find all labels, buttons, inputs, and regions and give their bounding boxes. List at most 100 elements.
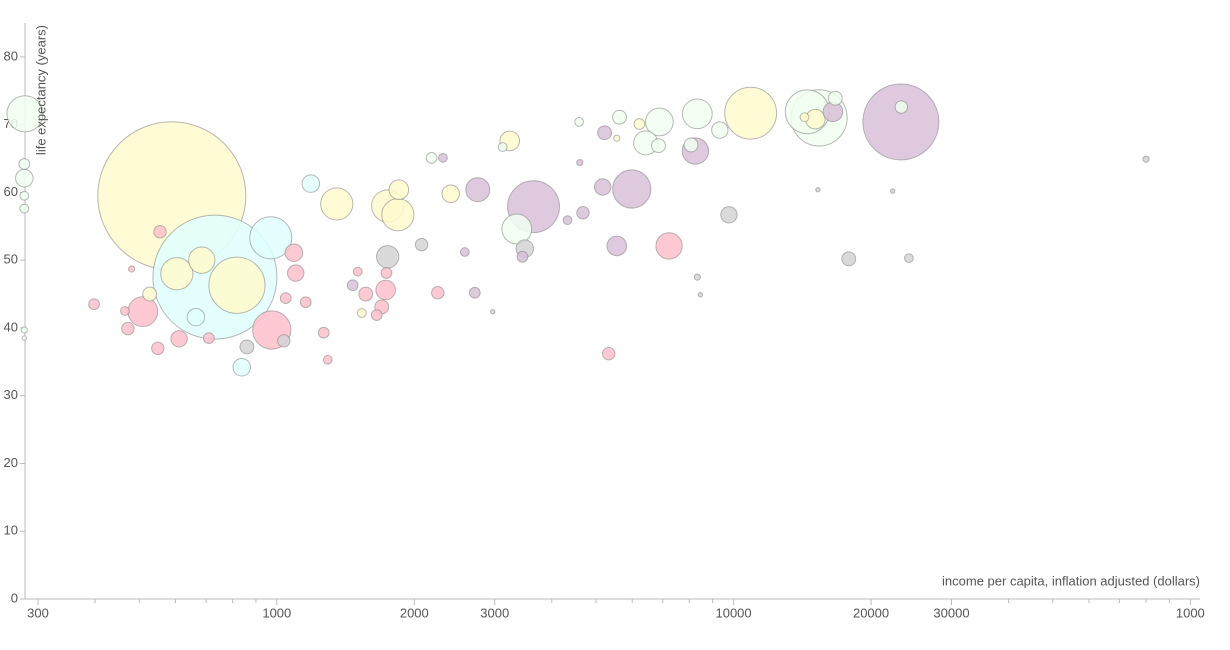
bubble <box>239 339 255 355</box>
bubble <box>414 237 429 252</box>
bubble <box>681 98 713 130</box>
bubble <box>249 216 293 260</box>
x-tick-label: 30000 <box>933 605 969 620</box>
bubble <box>358 286 374 302</box>
bubble <box>279 292 292 304</box>
bubble <box>862 83 940 161</box>
bubble <box>633 118 646 130</box>
bubble <box>128 265 136 273</box>
bubble <box>497 142 508 152</box>
bubble <box>576 158 584 167</box>
y-tick-label: 0 <box>11 590 18 605</box>
bubble <box>894 100 909 114</box>
x-tick-label: 1000 <box>262 605 291 620</box>
bubble <box>425 151 438 164</box>
x-tick-label: 1000 <box>1176 605 1205 620</box>
bubble <box>6 95 44 133</box>
y-tick-label: 10 <box>4 523 18 538</box>
bubbles <box>6 83 1150 377</box>
bubble <box>19 190 30 201</box>
bubble <box>889 188 896 194</box>
bubble <box>431 286 445 300</box>
bubble <box>19 203 30 214</box>
bubble <box>683 137 699 153</box>
bubble <box>441 184 460 204</box>
bubble <box>208 256 266 314</box>
bubble <box>645 107 674 137</box>
bubble <box>151 341 165 355</box>
bubble <box>15 168 34 188</box>
y-tick-label: 80 <box>4 48 18 63</box>
bubble <box>827 90 843 106</box>
bubble <box>120 306 130 316</box>
bubble <box>346 279 359 292</box>
x-tick-label: 2000 <box>400 605 429 620</box>
bubble <box>602 346 616 361</box>
bubble <box>903 253 914 264</box>
y-tick-label: 30 <box>4 387 18 402</box>
y-tick-label: 50 <box>4 252 18 267</box>
bubble <box>516 250 529 263</box>
bubble <box>612 169 652 209</box>
bubble <box>20 326 28 334</box>
bubble <box>301 174 321 193</box>
bubble <box>188 246 216 274</box>
bubble <box>655 232 683 260</box>
bubble <box>651 138 666 154</box>
x-tick-label: 300 <box>27 605 49 620</box>
bubble <box>459 247 470 257</box>
y-axis-label: life expectancy (years) <box>33 25 48 155</box>
bubble <box>356 308 367 318</box>
bubble <box>186 307 206 327</box>
bubble <box>720 206 738 224</box>
y-tick-label: 40 <box>4 319 18 334</box>
bubble <box>576 206 590 220</box>
bubble <box>501 213 533 245</box>
bubble <box>799 112 810 123</box>
bubble <box>299 296 312 309</box>
bubble <box>376 245 400 269</box>
axes: 0102030405060708030010002000300010000200… <box>4 23 1205 620</box>
bubble <box>465 177 491 203</box>
x-tick-label: 20000 <box>853 605 889 620</box>
bubble <box>170 330 188 348</box>
bubble <box>153 225 167 239</box>
labels: income per capita, inflation adjusted (d… <box>33 25 1200 588</box>
bubble <box>388 179 410 201</box>
bubble <box>597 125 613 141</box>
bubble <box>127 296 159 328</box>
bubble <box>593 178 612 196</box>
bubble <box>697 292 704 298</box>
y-tick-label: 20 <box>4 455 18 470</box>
bubble <box>380 267 393 279</box>
bubble <box>606 235 628 257</box>
bubble <box>468 286 481 299</box>
bubble <box>562 215 573 226</box>
bubble <box>232 357 252 377</box>
x-tick-label: 10000 <box>715 605 751 620</box>
bubble <box>287 264 305 282</box>
y-tick-label: 60 <box>4 184 18 199</box>
bubble <box>202 332 215 344</box>
bubble <box>317 326 330 339</box>
bubble <box>160 257 194 291</box>
bubble <box>724 86 778 140</box>
bubble <box>142 286 158 302</box>
bubble <box>88 298 100 311</box>
bubble <box>574 117 584 127</box>
bubble <box>612 109 627 125</box>
bubble <box>352 266 363 277</box>
bubble <box>613 134 621 142</box>
bubble <box>815 187 821 193</box>
bubble <box>375 279 396 301</box>
bubble <box>284 243 304 262</box>
bubble <box>438 152 448 163</box>
bubble <box>18 158 31 170</box>
bubble <box>320 187 354 221</box>
bubble <box>370 309 383 321</box>
x-tick-label: 3000 <box>480 605 509 620</box>
bubble <box>322 354 333 365</box>
bubble <box>693 273 701 281</box>
